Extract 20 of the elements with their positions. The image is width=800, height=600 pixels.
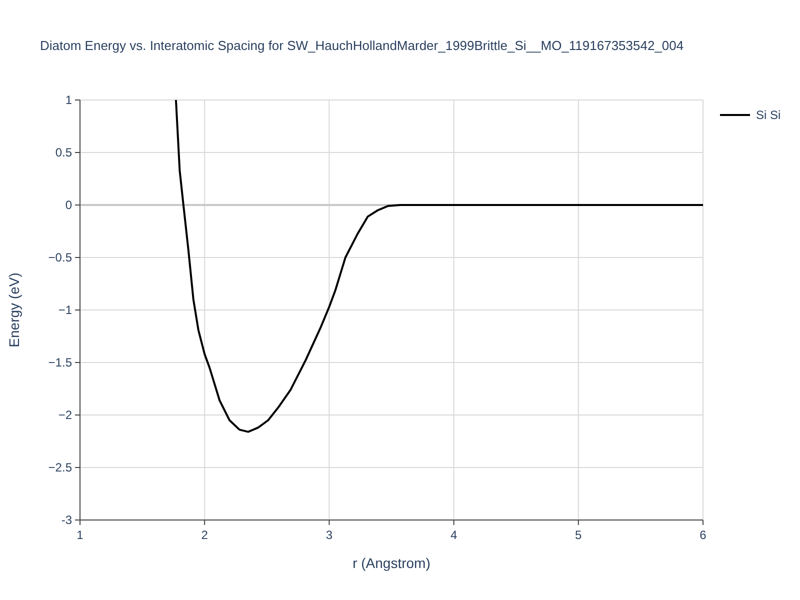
- y-tick-label: -3: [61, 513, 72, 527]
- x-tick-label: 2: [201, 528, 208, 542]
- x-tick-label: 6: [700, 528, 707, 542]
- chart-title: Diatom Energy vs. Interatomic Spacing for SW_HauchHollandMarder_1999Brittle_Si__MO_119167353542_004: [40, 38, 684, 53]
- y-tick-label: −1: [58, 303, 72, 317]
- y-tick-label: 1: [65, 93, 72, 107]
- y-tick-label: −0.5: [48, 250, 72, 264]
- line-series: [174, 99, 704, 433]
- x-tick-label: 3: [326, 528, 333, 542]
- y-axis-title: Energy (eV): [6, 272, 22, 348]
- y-tick-label: −2: [58, 408, 72, 422]
- x-tick-label: 4: [450, 528, 458, 542]
- legend-label: Si Si: [756, 108, 781, 122]
- x-tick-label: 5: [575, 528, 582, 542]
- y-tick-label: 0.5: [55, 146, 72, 160]
- y-tick-label: −1.5: [48, 356, 72, 370]
- y-tick-label: −2.5: [48, 460, 72, 474]
- x-tick-label: 1: [76, 528, 84, 542]
- x-axis-title: r (Angstrom): [352, 555, 430, 571]
- y-tick-label: 0: [65, 198, 72, 212]
